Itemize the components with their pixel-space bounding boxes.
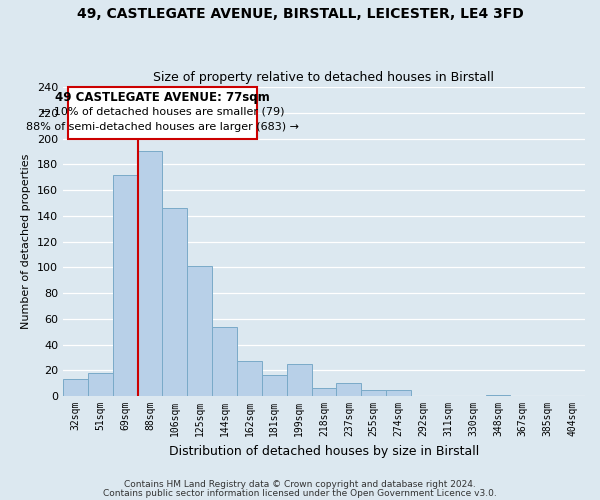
Bar	[68, 87, 257, 139]
Bar	[212, 326, 237, 396]
Bar	[63, 380, 88, 396]
Bar	[386, 390, 411, 396]
Bar	[262, 376, 287, 396]
Text: 88% of semi-detached houses are larger (683) →: 88% of semi-detached houses are larger (…	[26, 122, 299, 132]
Text: Contains public sector information licensed under the Open Government Licence v3: Contains public sector information licen…	[103, 488, 497, 498]
X-axis label: Distribution of detached houses by size in Birstall: Distribution of detached houses by size …	[169, 444, 479, 458]
Bar	[113, 174, 137, 396]
Bar	[287, 364, 311, 396]
Bar	[137, 152, 163, 396]
Text: 49, CASTLEGATE AVENUE, BIRSTALL, LEICESTER, LE4 3FD: 49, CASTLEGATE AVENUE, BIRSTALL, LEICEST…	[77, 8, 523, 22]
Title: Size of property relative to detached houses in Birstall: Size of property relative to detached ho…	[154, 72, 494, 85]
Bar	[485, 395, 511, 396]
Bar	[163, 208, 187, 396]
Bar	[237, 362, 262, 396]
Text: ← 10% of detached houses are smaller (79): ← 10% of detached houses are smaller (79…	[41, 106, 284, 117]
Bar	[187, 266, 212, 396]
Bar	[337, 383, 361, 396]
Text: Contains HM Land Registry data © Crown copyright and database right 2024.: Contains HM Land Registry data © Crown c…	[124, 480, 476, 489]
Text: 49 CASTLEGATE AVENUE: 77sqm: 49 CASTLEGATE AVENUE: 77sqm	[55, 91, 270, 104]
Bar	[88, 373, 113, 396]
Y-axis label: Number of detached properties: Number of detached properties	[21, 154, 31, 329]
Bar	[361, 390, 386, 396]
Bar	[311, 388, 337, 396]
